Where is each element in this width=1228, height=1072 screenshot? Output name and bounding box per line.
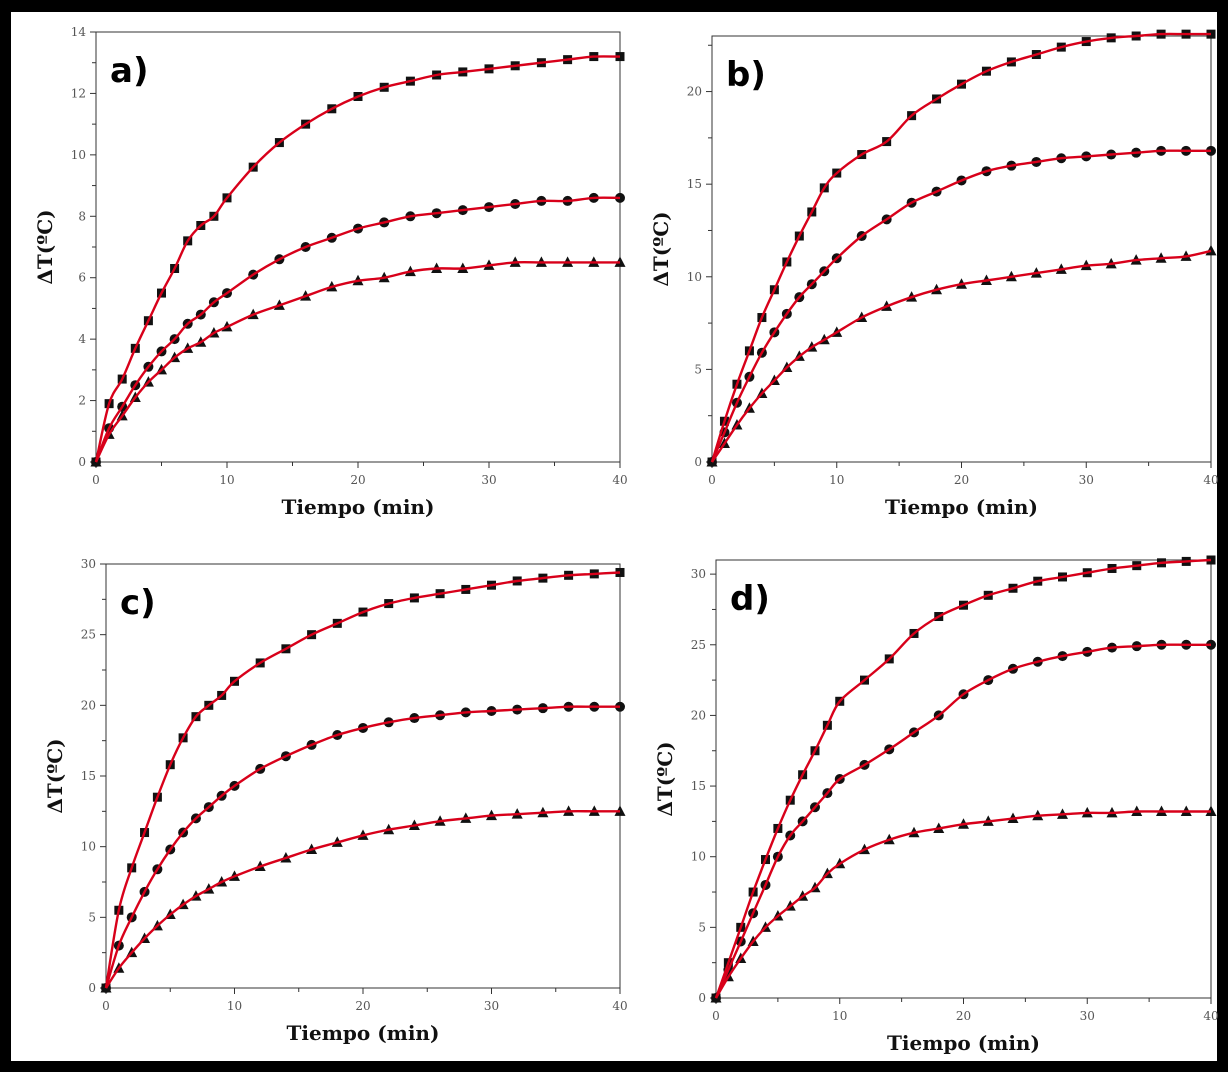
series-square-fit-line [104, 571, 621, 989]
plot-area-frame [715, 559, 1212, 999]
series-square-markers [707, 29, 1216, 467]
series-square-fit-line [710, 32, 1211, 463]
y-tick-label: 4 [78, 332, 86, 346]
chart-panel-c: 0 10 20 30 40 0 5 10 15 20 25 30 Tiempo (min) ΔT(ºC) c… [43, 557, 628, 1045]
plot-area-frame [711, 35, 1212, 463]
panel-label-b: b) [726, 55, 766, 95]
x-tick-label: 40 [1203, 473, 1218, 487]
x-tick-label: 10 [832, 1009, 847, 1023]
series-triangle-fit-line [711, 249, 1212, 463]
y-axis-title: ΔT(ºC) [649, 211, 673, 286]
chart-panel-b: 0 10 20 30 40 0 5 10 15 20 Tiempo (min) ΔT(ºC) b) [649, 29, 1219, 519]
x-tick-label: 40 [612, 473, 627, 487]
panel-label-c: c) [120, 583, 156, 623]
x-tick-label: 40 [1203, 1009, 1218, 1023]
series-square-markers [101, 567, 625, 993]
y-tick-label: 6 [78, 271, 86, 285]
series-square-markers [711, 555, 1216, 1003]
x-tick-label: 0 [712, 1009, 720, 1023]
y-tick-label: 14 [71, 25, 87, 39]
y-tick-label: 15 [687, 177, 702, 191]
series-circle-fit-line [714, 643, 1211, 999]
x-tick-label: 30 [484, 999, 499, 1013]
y-axis-title: ΔT(ºC) [33, 209, 57, 284]
y-tick-label: 5 [694, 362, 702, 376]
x-tick-label: 20 [956, 1009, 971, 1023]
series-circle-markers [707, 145, 1216, 467]
y-tick-label: 10 [81, 840, 96, 854]
y-tick-label: 0 [698, 991, 706, 1005]
y-tick-label: 8 [78, 209, 86, 223]
y-tick-label: 0 [694, 455, 702, 469]
y-tick-label: 10 [691, 850, 706, 864]
x-tick-label: 20 [954, 473, 969, 487]
series-triangle-fit-line [714, 810, 1211, 999]
x-tick-label: 40 [612, 999, 627, 1013]
y-tick-label: 10 [71, 148, 86, 162]
series-triangle-markers [706, 244, 1217, 467]
y-axis-title: ΔT(ºC) [43, 738, 67, 813]
y-tick-label: 0 [78, 455, 86, 469]
chart-panel-a: 0 10 20 30 40 0 2 4 6 8 10 12 14 Tiempo (min) ΔT(ºC) a) [33, 25, 628, 519]
series-square-markers [91, 52, 625, 467]
x-tick-label: 30 [481, 473, 496, 487]
x-tick-label: 10 [227, 999, 242, 1013]
series-circle-fit-line [104, 705, 620, 989]
y-tick-label: 20 [691, 708, 706, 722]
y-tick-label: 12 [71, 86, 86, 100]
panel-label-a: a) [110, 51, 148, 91]
series-square-fit-line [714, 558, 1212, 999]
x-axis-title: Tiempo (min) [885, 495, 1038, 519]
series-triangle-fit-line [104, 810, 620, 989]
y-tick-label: 0 [88, 981, 96, 995]
y-tick-label: 20 [687, 85, 702, 99]
y-tick-label: 2 [78, 394, 86, 408]
y-tick-label: 25 [81, 628, 96, 642]
series-circle-markers [91, 192, 625, 467]
triangle-marker [1205, 244, 1217, 256]
x-tick-label: 30 [1080, 1009, 1095, 1023]
series-circle-fit-line [710, 149, 1211, 463]
y-tick-label: 15 [691, 779, 706, 793]
x-tick-label: 10 [219, 473, 234, 487]
series-triangle-fit-line [94, 260, 620, 463]
y-axis-title: ΔT(ºC) [653, 741, 677, 816]
x-axis-title: Tiempo (min) [282, 495, 435, 519]
y-tick-label: 25 [691, 638, 706, 652]
y-tick-label: 30 [81, 557, 96, 571]
y-tick-label: 20 [81, 698, 96, 712]
x-tick-label: 20 [350, 473, 365, 487]
x-tick-label: 10 [829, 473, 844, 487]
y-tick-label: 5 [88, 910, 96, 924]
x-tick-label: 30 [1079, 473, 1094, 487]
series-square-fit-line [94, 55, 621, 463]
y-tick-label: 10 [687, 270, 702, 284]
x-tick-label: 20 [355, 999, 370, 1013]
x-tick-label: 0 [708, 473, 716, 487]
x-axis-title: Tiempo (min) [287, 1021, 440, 1045]
plot-area-frame [105, 563, 621, 989]
x-tick-label: 0 [92, 473, 100, 487]
y-tick-label: 15 [81, 769, 96, 783]
x-axis-title: Tiempo (min) [887, 1031, 1040, 1055]
panel-label-d: d) [730, 579, 770, 619]
y-tick-label: 5 [698, 920, 706, 934]
x-tick-label: 0 [102, 999, 110, 1013]
chart-panel-d: 0 10 20 30 40 0 5 10 15 20 25 30 Tiempo (min) ΔT(ºC) d… [653, 555, 1219, 1055]
square-marker [615, 567, 625, 577]
series-circle-fit-line [94, 196, 621, 463]
y-tick-label: 30 [691, 567, 706, 581]
